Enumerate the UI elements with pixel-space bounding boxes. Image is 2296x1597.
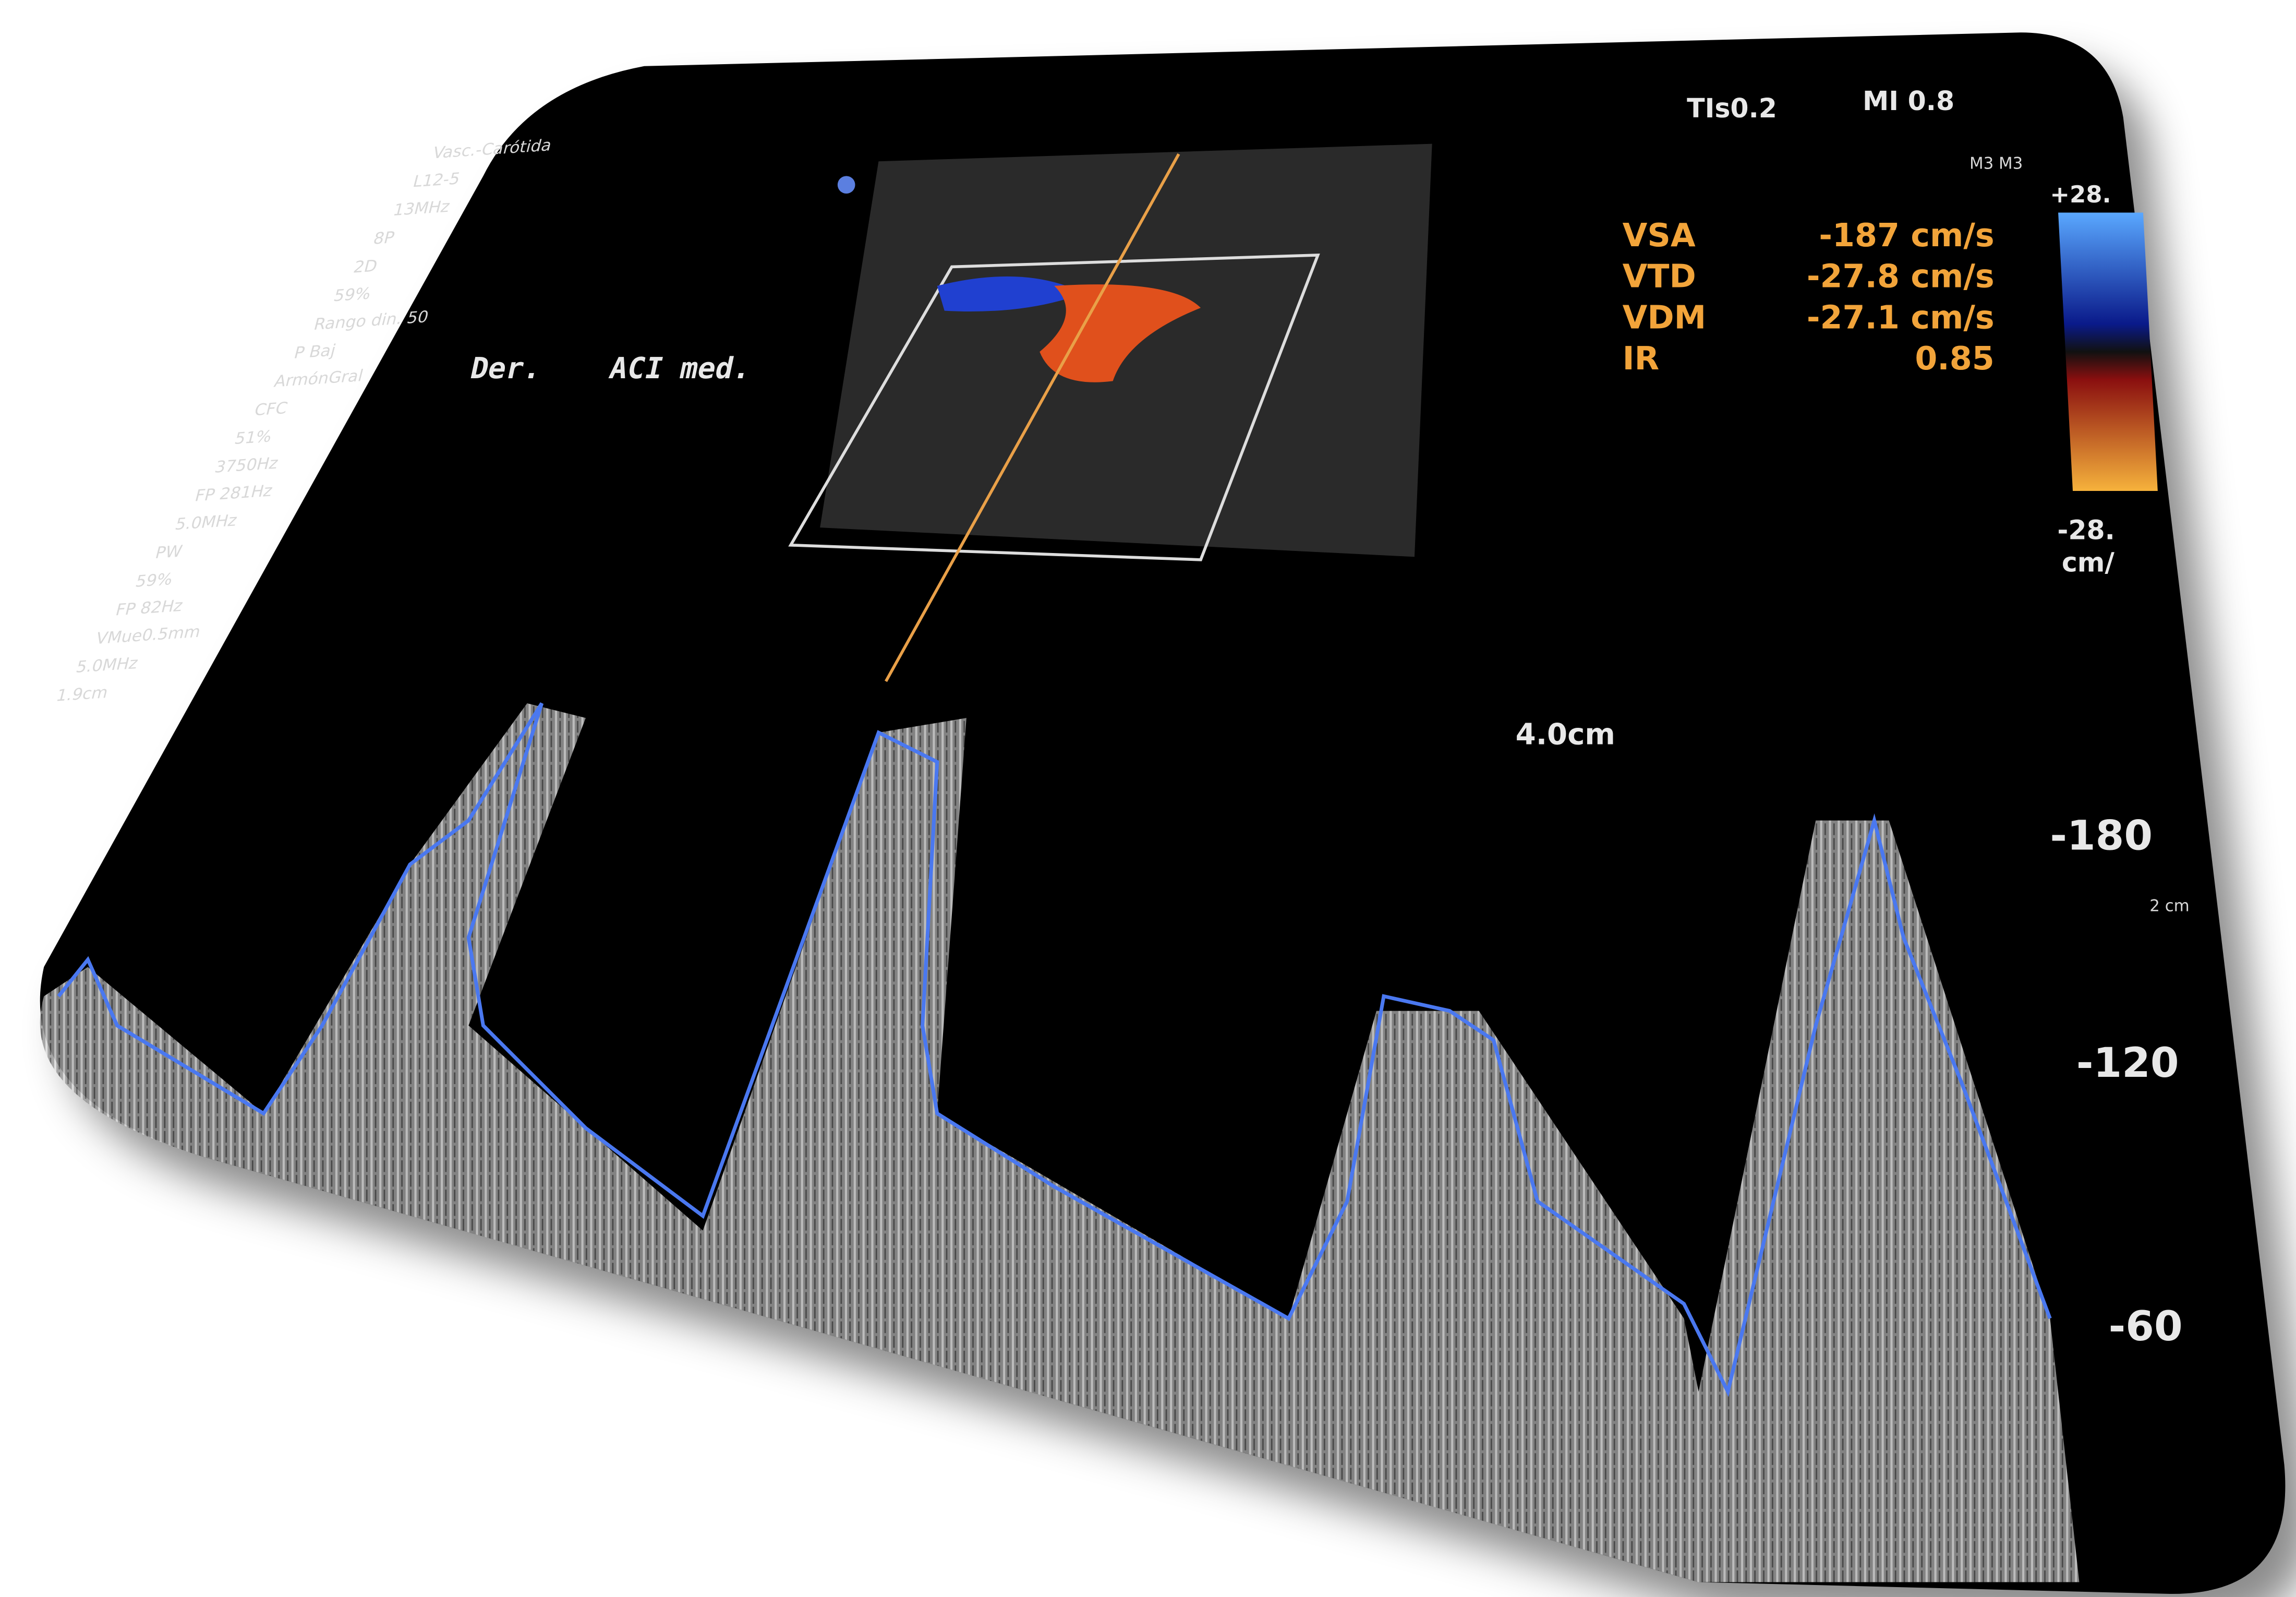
- color-mode: M3 M3: [1969, 154, 2023, 173]
- vessel-label: ACI med.: [607, 351, 755, 385]
- velocity-scale: -120: [2076, 1039, 2179, 1087]
- setting-line: PW: [153, 542, 184, 562]
- cursor-line: [885, 153, 1180, 682]
- setting-line: P Baj: [292, 341, 338, 362]
- setting-line: 3750Hz: [213, 454, 280, 476]
- envelope-trace: [57, 702, 2052, 1397]
- velocity-scale: -60: [2109, 1302, 2183, 1350]
- side-label: Der.: [467, 351, 545, 385]
- setting-line: FP 281Hz: [193, 482, 274, 505]
- setting-line: 59%: [332, 284, 373, 305]
- measurement-value: -27.1 cm/s: [1807, 298, 1995, 336]
- measurement-name: VDM: [1623, 298, 1707, 336]
- measurement-name: VTD: [1623, 258, 1696, 295]
- spectral-fill: [40, 703, 2080, 1582]
- measurement-name: IR: [1623, 340, 1660, 377]
- setting-line: 13MHz: [391, 198, 452, 220]
- mi-label: MI 0.8: [1863, 86, 1954, 116]
- sweep-label: 2 cm: [2149, 897, 2190, 916]
- color-box: [788, 254, 1320, 561]
- flow-blue: [937, 276, 1084, 312]
- color-bar: [2058, 212, 2158, 491]
- setting-line: 1.9cm: [54, 683, 110, 705]
- setting-line: 5.0MHz: [173, 511, 239, 534]
- measurement-value: -27.8 cm/s: [1807, 258, 1995, 295]
- setting-line: ArmónGral: [272, 367, 365, 391]
- depth-label: 4.0cm: [1516, 718, 1615, 752]
- setting-line: 8P: [371, 229, 396, 248]
- measurement-value: -187 cm/s: [1819, 217, 1994, 254]
- setting-line: 59%: [134, 570, 175, 591]
- color-top: +28.: [2050, 181, 2111, 208]
- probe-marker: [837, 176, 855, 194]
- setting-line: L12-5: [411, 170, 462, 191]
- flow-red: [1040, 284, 1201, 382]
- color-bottom: -28.: [2057, 515, 2114, 546]
- setting-line: 51%: [233, 427, 274, 448]
- color-unit: cm/: [2062, 547, 2115, 578]
- velocity-scale: -180: [2050, 812, 2153, 860]
- measurement-value: 0.85: [1915, 340, 1994, 377]
- setting-line: FP 82Hz: [114, 597, 185, 620]
- measurement-name: VSA: [1623, 217, 1696, 254]
- setting-line: CFC: [252, 399, 289, 419]
- setting-line: 5.0MHz: [74, 654, 140, 677]
- setting-line: VMue0.5mm: [94, 622, 202, 648]
- setting-line: 2D: [352, 257, 379, 277]
- tis-label: TIs0.2: [1687, 93, 1777, 124]
